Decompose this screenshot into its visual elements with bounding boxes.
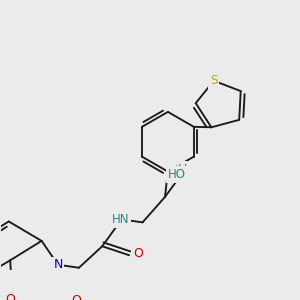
Text: HO: HO [168, 168, 186, 181]
Text: O: O [72, 294, 82, 300]
Text: O: O [133, 247, 143, 260]
Text: N: N [53, 258, 63, 271]
Text: S: S [210, 74, 218, 87]
Text: H: H [178, 163, 188, 176]
Text: HN: HN [111, 213, 129, 226]
Text: O: O [5, 292, 15, 300]
